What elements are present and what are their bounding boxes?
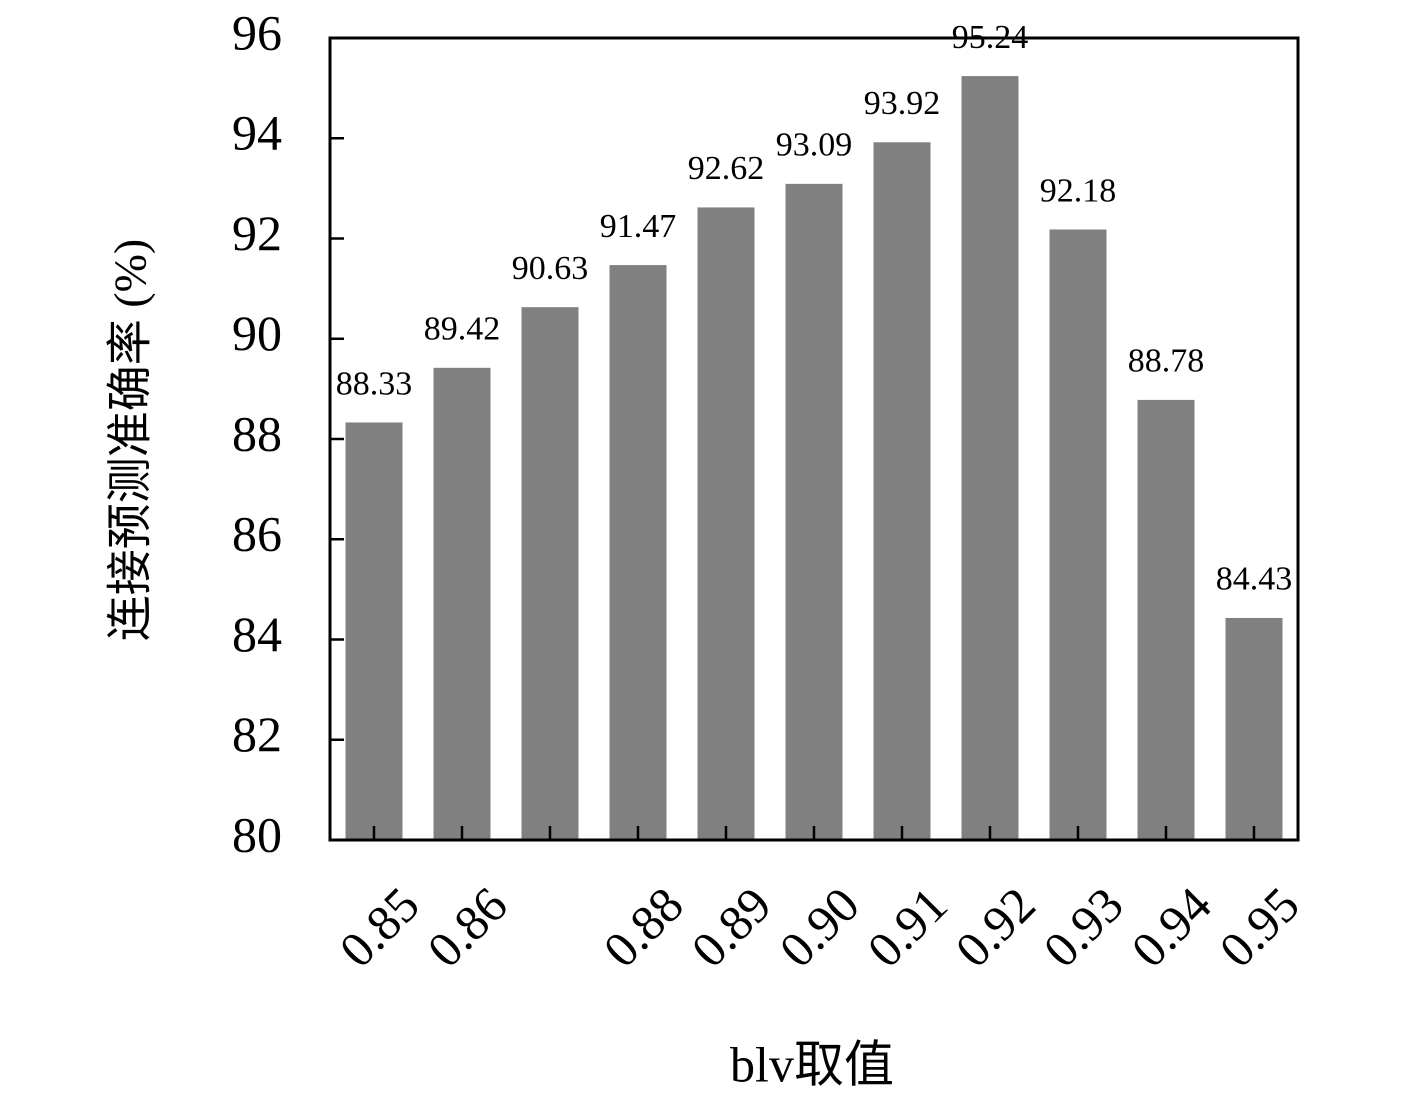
y-tick-label: 92 [232, 205, 282, 261]
value-label: 88.78 [1128, 343, 1205, 380]
y-tick-label: 94 [232, 105, 282, 161]
x-axis-label: blv取值 [730, 1036, 894, 1092]
bar [433, 367, 491, 840]
bar [961, 76, 1019, 841]
value-label: 93.92 [864, 85, 941, 122]
bar [345, 422, 403, 840]
bar [1049, 229, 1107, 841]
y-tick-label: 90 [232, 305, 282, 361]
x-tick-label: 0.88 [592, 876, 693, 977]
value-label: 92.62 [688, 150, 765, 187]
bar [697, 207, 755, 841]
bar [785, 183, 843, 840]
y-tick-label: 96 [232, 4, 282, 60]
bar [873, 142, 931, 840]
y-tick-label: 88 [232, 405, 282, 461]
value-label: 89.42 [424, 311, 501, 348]
value-label: 92.18 [1040, 172, 1117, 209]
y-tick-label: 80 [232, 806, 282, 862]
x-tick-label: 0.86 [416, 876, 517, 977]
y-axis-label: 连接预测准确率 (%) [105, 239, 156, 641]
value-label: 90.63 [512, 250, 589, 287]
plot-frame [328, 36, 1300, 842]
x-tick-label: 0.94 [1120, 876, 1221, 977]
bar [1137, 399, 1195, 840]
value-label: 91.47 [600, 208, 677, 245]
bar [1225, 617, 1283, 840]
y-tick-label: 82 [232, 706, 282, 762]
value-label: 84.43 [1216, 561, 1293, 598]
value-label: 88.33 [336, 365, 413, 402]
y-tick-label: 86 [232, 506, 282, 562]
x-tick-label: 0.85 [328, 876, 429, 977]
y-tick-label: 84 [232, 606, 282, 662]
bar [521, 307, 579, 840]
x-tick-label: 0.95 [1208, 876, 1309, 977]
value-label: 93.09 [776, 127, 853, 164]
x-tick-label: 0.91 [856, 876, 957, 977]
x-tick-label: 0.92 [944, 876, 1045, 977]
x-tick-label: 0.89 [680, 876, 781, 977]
x-tick-label: 0.90 [768, 876, 869, 977]
bar [609, 265, 667, 840]
x-tick-label: 0.93 [1032, 876, 1133, 977]
